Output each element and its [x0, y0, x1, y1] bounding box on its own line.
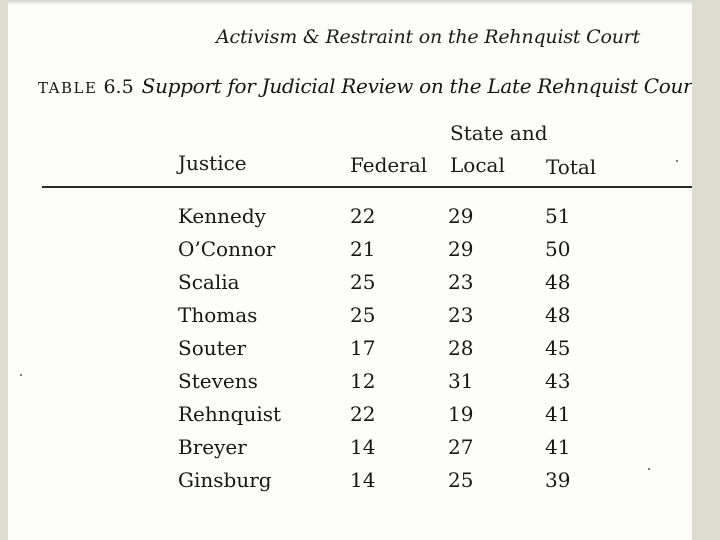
state-local-value: 19 [448, 402, 474, 426]
state-local-value: 23 [448, 270, 474, 294]
justice-name: Souter [178, 336, 247, 360]
federal-value: 12 [350, 369, 376, 393]
justice-name: Rehnquist [178, 402, 282, 426]
table-row: Scalia 25 23 48 [8, 266, 692, 299]
table-row: Rehnquist 22 19 41 [8, 398, 692, 431]
table-number: 6.5 [103, 76, 134, 98]
table-row: Ginsburg 14 25 39 [8, 464, 692, 497]
column-header-federal: Federal [350, 153, 428, 177]
total-value: 39 [545, 468, 571, 492]
table-row: Kennedy 22 29 51 [8, 200, 692, 233]
table-row: Breyer 14 27 41 [8, 431, 692, 464]
scan-speck [676, 160, 678, 162]
federal-value: 25 [350, 303, 376, 327]
state-local-value: 29 [448, 204, 474, 228]
total-value: 50 [545, 237, 571, 261]
justice-name: O’Connor [178, 237, 276, 261]
total-value: 43 [545, 369, 571, 393]
state-local-value: 25 [448, 468, 474, 492]
federal-value: 22 [350, 402, 376, 426]
total-value: 41 [545, 435, 571, 459]
total-value: 48 [545, 270, 571, 294]
running-head: Activism & Restraint on the Rehnquist Co… [216, 26, 641, 48]
federal-value: 22 [350, 204, 376, 228]
table-row: Souter 17 28 45 [8, 332, 692, 365]
column-header-total: Total [546, 155, 597, 179]
federal-value: 14 [350, 435, 376, 459]
federal-value: 14 [350, 468, 376, 492]
justice-name: Breyer [178, 435, 247, 459]
state-local-value: 31 [448, 369, 474, 393]
federal-value: 17 [350, 336, 376, 360]
state-local-value: 29 [448, 237, 474, 261]
scan-speck [648, 468, 650, 470]
total-value: 41 [545, 402, 571, 426]
table-title: Support for Judicial Review on the Late … [141, 74, 692, 98]
column-header-state-line2: Local [450, 153, 505, 177]
column-header-justice: Justice [178, 151, 247, 175]
table-body: Kennedy 22 29 51 O’Connor 21 29 50 Scali… [8, 200, 692, 497]
justice-name: Ginsburg [178, 468, 272, 492]
state-local-value: 28 [448, 336, 474, 360]
table-row: Thomas 25 23 48 [8, 299, 692, 332]
federal-value: 21 [350, 237, 376, 261]
table-row: O’Connor 21 29 50 [8, 233, 692, 266]
table-caption: TABLE 6.5 Support for Judicial Review on t… [38, 74, 692, 98]
state-local-value: 27 [448, 435, 474, 459]
column-header-state-line1: State and [450, 121, 548, 145]
total-value: 48 [545, 303, 571, 327]
justice-name: Scalia [178, 270, 240, 294]
total-value: 51 [545, 204, 571, 228]
header-rule [42, 186, 692, 188]
total-value: 45 [545, 336, 571, 360]
table-row: Stevens 12 31 43 [8, 365, 692, 398]
state-local-value: 23 [448, 303, 474, 327]
federal-value: 25 [350, 270, 376, 294]
justice-name: Kennedy [178, 204, 266, 228]
table-label: TABLE [38, 79, 98, 97]
scanned-page: Activism & Restraint on the Rehnquist Co… [8, 0, 692, 540]
scan-speck [20, 374, 22, 376]
justice-name: Stevens [178, 369, 258, 393]
justice-name: Thomas [178, 303, 258, 327]
